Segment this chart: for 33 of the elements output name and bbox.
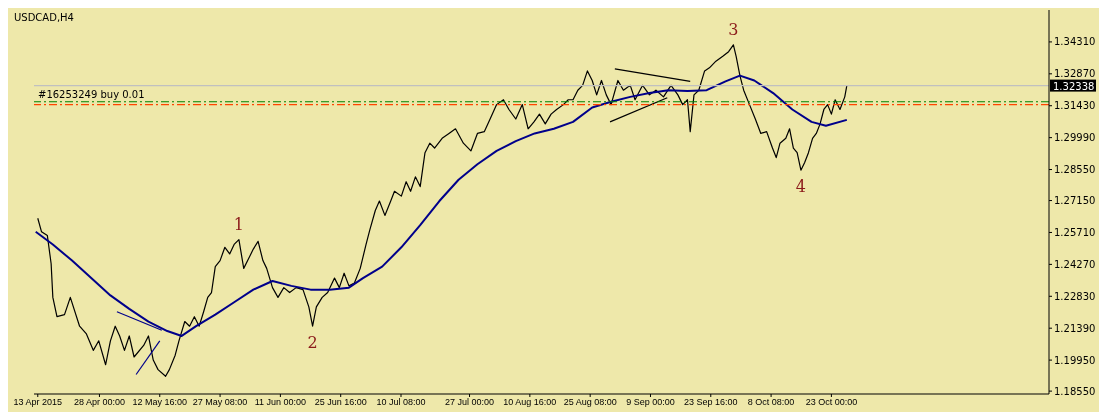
x-tick-label: 13 Apr 2015 [13, 397, 63, 408]
y-tick-label: 1.32870 [1054, 68, 1096, 80]
x-tick-label: 28 Apr 00:00 [73, 397, 125, 408]
annotation: 1 [233, 214, 245, 234]
x-tick-label: 8 Oct 08:00 [747, 397, 795, 408]
annotation: 4 [795, 176, 806, 196]
x-tick-label: 10 Jul 08:00 [376, 397, 426, 408]
y-tick-label: 1.19950 [1054, 354, 1096, 366]
y-tick-label: 1.29990 [1054, 132, 1096, 144]
chart-title: USDCAD,H4 [14, 12, 74, 23]
y-tick-label: 1.27150 [1054, 195, 1096, 207]
x-tick-label: 23 Sep 16:00 [684, 397, 738, 408]
y-tick-label: 1.34310 [1054, 36, 1096, 48]
y-tick-label: 1.31430 [1054, 100, 1096, 112]
y-tick-label: 1.18550 [1054, 385, 1096, 397]
x-tick-label: 11 Jun 00:00 [254, 397, 307, 408]
x-tick-label: 27 May 08:00 [192, 397, 248, 408]
y-tick-label: 1.22830 [1054, 290, 1096, 302]
y-tick-label: 1.24270 [1054, 258, 1096, 270]
x-tick-label: 23 Oct 00:00 [805, 397, 858, 408]
y-tick-label: 1.25710 [1054, 227, 1096, 239]
x-tick-label: 27 Jul 00:00 [445, 397, 495, 408]
annotation: 2 [307, 332, 318, 352]
x-tick-label: 25 Jun 16:00 [314, 397, 367, 408]
y-tick-label: 1.28550 [1054, 164, 1096, 176]
x-tick-label: 25 Aug 08:00 [563, 397, 617, 408]
x-tick-label: 10 Aug 16:00 [503, 397, 557, 408]
x-tick-label: 12 May 16:00 [132, 397, 188, 408]
annotation: 3 [728, 19, 739, 39]
y-tick-label: 1.21390 [1054, 322, 1096, 334]
ref-line-label: 1.32338 [1053, 80, 1095, 92]
x-tick-label: 9 Sep 00:00 [626, 397, 675, 408]
ref-line-label: #16253249 buy 0.01 [38, 88, 145, 100]
